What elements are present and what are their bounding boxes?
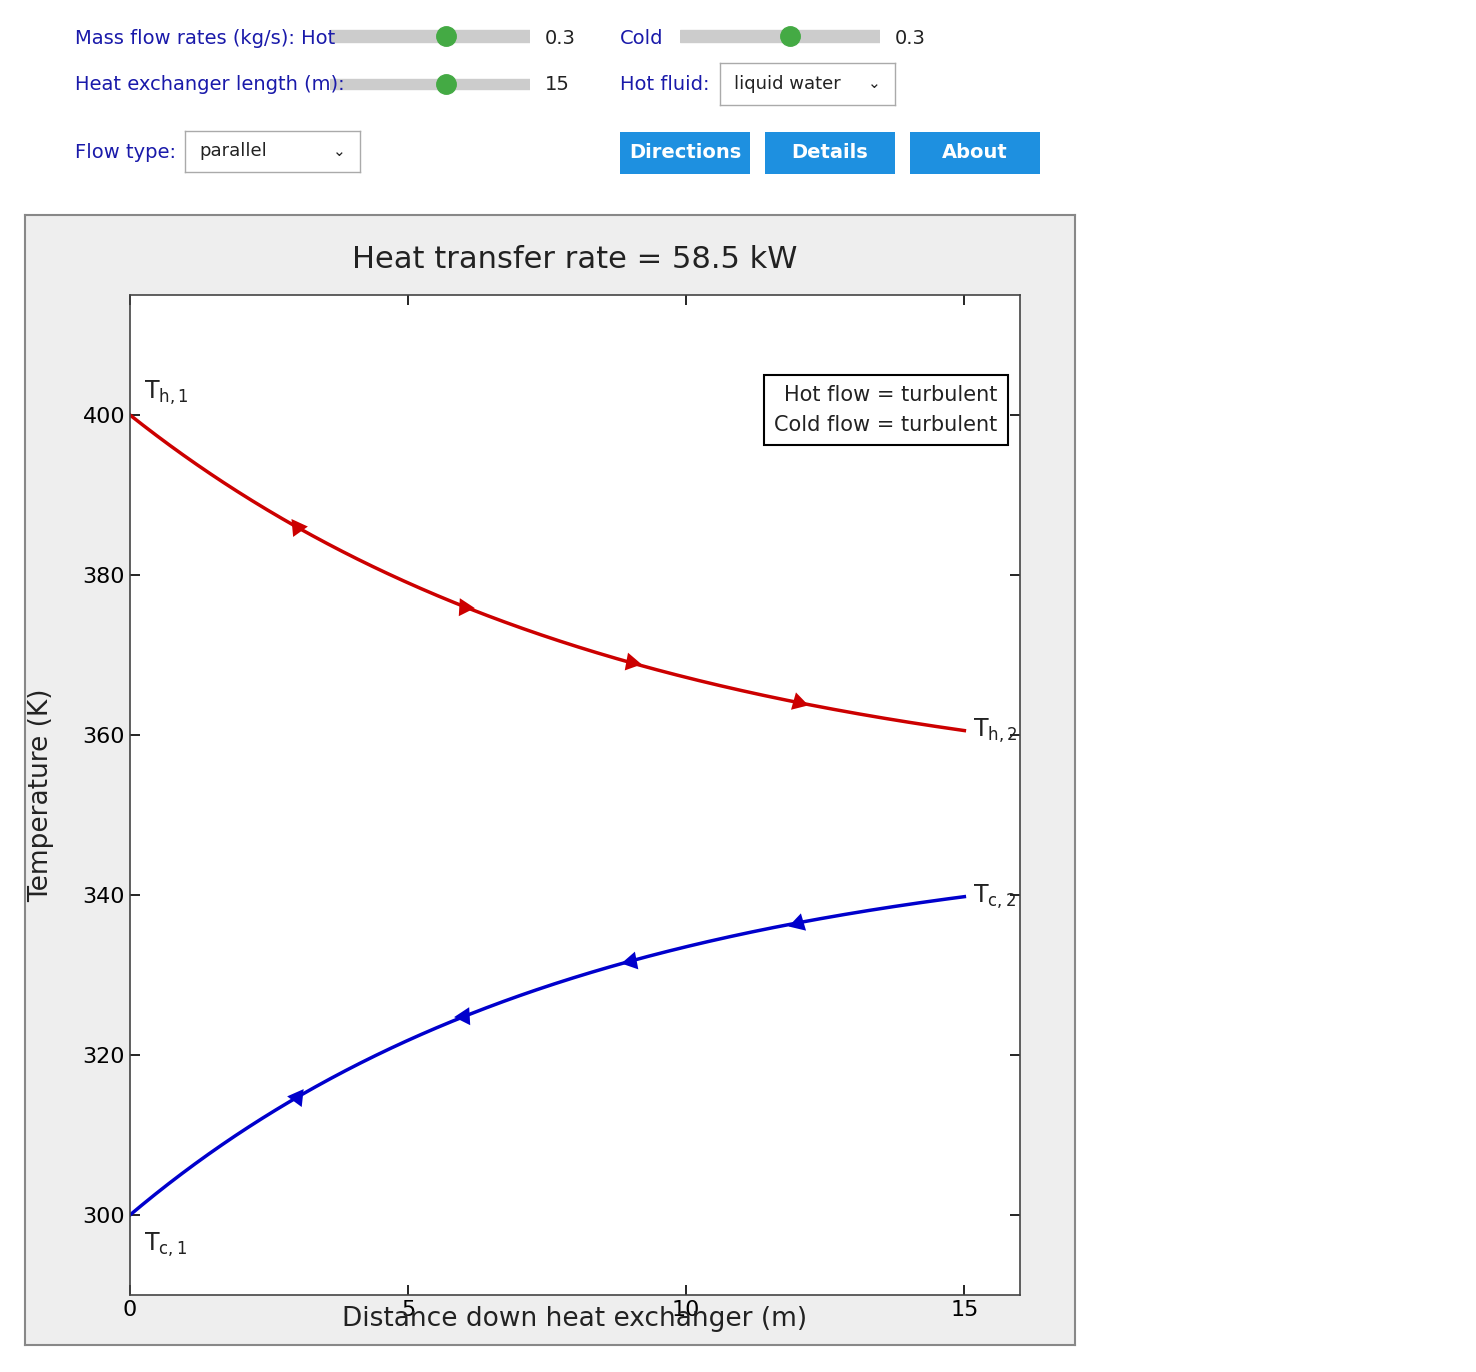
- Text: 15: 15: [545, 75, 570, 95]
- Bar: [331, 78, 530, 89]
- Text: ⌄: ⌄: [868, 77, 880, 92]
- Text: Cold: Cold: [620, 29, 664, 48]
- Text: About: About: [942, 144, 1008, 162]
- Text: Directions: Directions: [629, 144, 741, 162]
- Text: $\mathregular{T_{h,2}}$: $\mathregular{T_{h,2}}$: [973, 716, 1017, 745]
- Text: $\mathregular{T_{c,2}}$: $\mathregular{T_{c,2}}$: [973, 882, 1015, 911]
- Text: Hot fluid:: Hot fluid:: [620, 75, 710, 95]
- Text: 0.3: 0.3: [545, 29, 576, 48]
- Text: Hot flow = turbulent
Cold flow = turbulent: Hot flow = turbulent Cold flow = turbule…: [775, 386, 998, 435]
- Text: ⌄: ⌄: [332, 144, 345, 159]
- Bar: [680, 30, 880, 41]
- Text: Details: Details: [791, 144, 868, 162]
- Text: liquid water: liquid water: [734, 75, 841, 93]
- FancyBboxPatch shape: [903, 130, 1046, 176]
- Text: Heat transfer rate = 58.5 kW: Heat transfer rate = 58.5 kW: [353, 244, 797, 273]
- Text: Distance down heat exchanger (m): Distance down heat exchanger (m): [342, 1306, 807, 1332]
- Text: Mass flow rates (kg/s): Hot: Mass flow rates (kg/s): Hot: [75, 29, 335, 48]
- Text: Temperature (K): Temperature (K): [28, 689, 53, 901]
- Text: 0.3: 0.3: [894, 29, 925, 48]
- FancyBboxPatch shape: [759, 130, 902, 176]
- Text: $\mathregular{T_{c,1}}$: $\mathregular{T_{c,1}}$: [143, 1231, 187, 1259]
- Text: Flow type:: Flow type:: [75, 144, 176, 162]
- Bar: [331, 30, 530, 41]
- Text: Heat exchanger length (m):: Heat exchanger length (m):: [75, 75, 344, 95]
- Text: parallel: parallel: [199, 143, 267, 161]
- FancyBboxPatch shape: [614, 130, 757, 176]
- Text: $\mathregular{T_{h,1}}$: $\mathregular{T_{h,1}}$: [143, 379, 189, 407]
